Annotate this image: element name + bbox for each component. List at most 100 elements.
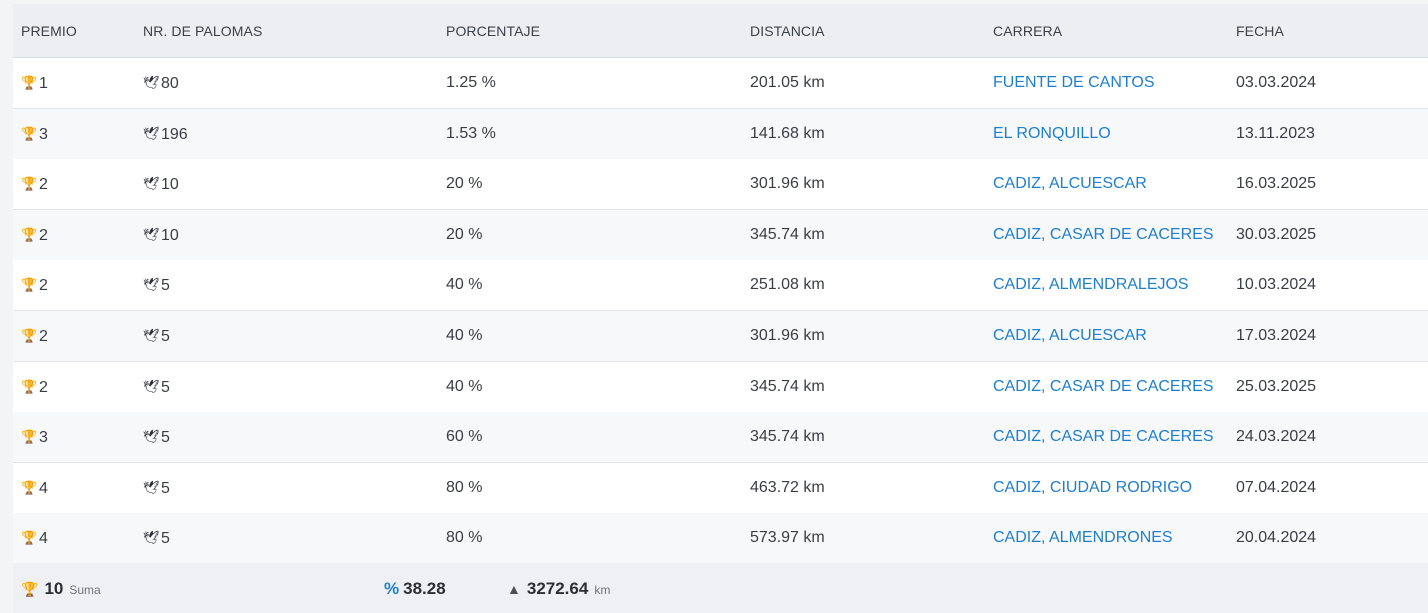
cell-distancia-text: 573.97 km: [750, 529, 825, 547]
header-premio[interactable]: PREMIO: [21, 23, 77, 39]
cell-palomas-text: 10: [161, 226, 179, 244]
cell-fecha-text: 07.04.2024: [1236, 478, 1317, 496]
cell-carrera-link[interactable]: CADIZ, CASAR DE CACERES: [993, 226, 1213, 244]
cell-distancia: 301.96 km: [750, 175, 825, 193]
header-distancia[interactable]: DISTANCIA: [750, 23, 825, 39]
cell-fecha-text: 13.11.2023: [1236, 124, 1315, 142]
cell-fecha-text: 30.03.2025: [1236, 225, 1317, 243]
cell-premio-text: 4: [39, 479, 48, 497]
trophy-icon: 🏆: [21, 581, 39, 597]
cell-carrera-link[interactable]: CADIZ, ALMENDRONES: [993, 529, 1173, 547]
cell-porcentaje-text: 20 %: [446, 175, 483, 193]
cell-palomas: 🕊10: [143, 226, 179, 245]
cell-carrera-link-text: CADIZ, CASAR DE CACERES: [993, 225, 1214, 243]
cell-porcentaje-text: 1.53 %: [446, 124, 496, 142]
cell-premio-text: 2: [39, 378, 48, 396]
trophy-icon: 🏆: [21, 176, 38, 192]
cell-carrera-link[interactable]: CADIZ, CASAR DE CACERES: [993, 428, 1213, 446]
pigeon-icon: 🕊: [143, 378, 160, 394]
cell-carrera-link[interactable]: CADIZ, ALCUESCAR: [993, 327, 1147, 345]
cell-porcentaje-text: 60 %: [446, 428, 483, 446]
cell-premio-text: 1: [39, 75, 48, 92]
cell-fecha-text: 24.03.2024: [1236, 428, 1317, 446]
cell-porcentaje-text: 40 %: [446, 377, 483, 395]
cell-carrera-link-text: CADIZ, ALCUESCAR: [993, 327, 1147, 344]
cell-porcentaje-text: 40 %: [446, 327, 483, 344]
results-table: PREMIO NR. DE PALOMAS PORCENTAJE DISTANC…: [13, 4, 1428, 613]
cell-fecha: 03.03.2024: [1236, 74, 1316, 92]
premios-total-value: 10: [44, 579, 64, 598]
trophy-icon: 🏆: [21, 277, 38, 293]
cell-carrera-link-text: CADIZ, CASAR DE CACERES: [993, 428, 1214, 446]
pigeon-icon: 🕊: [143, 176, 160, 192]
table-row: 🏆 2 🕊5 40 % 301.96 km CADIZ, ALCUESCAR 17.03.2…: [13, 311, 1428, 362]
table-row: 🏆 2 🕊10 20 % 345.74 km CADIZ, CASAR DE CACERE…: [13, 209, 1428, 261]
cell-carrera-link-text: FUENTE DE CANTOS: [993, 74, 1155, 91]
cell-distancia: 251.08 km: [750, 276, 825, 294]
cell-premio-text: 3: [39, 125, 48, 143]
cell-premio: 🏆 2: [21, 175, 48, 194]
header-carrera[interactable]: CARRERA: [993, 23, 1063, 39]
cell-porcentaje: 1.25 %: [446, 74, 496, 92]
cell-distancia-text: 301.96 km: [750, 327, 825, 344]
cell-distancia: 345.74 km: [750, 378, 825, 396]
cell-premio-text: 3: [39, 429, 48, 447]
table-row: 🏆 4 🕊5 80 % 463.72 km CADIZ, CIUDAD RODRIGO 07…: [13, 462, 1428, 514]
cell-fecha-text: 17.03.2024: [1236, 327, 1317, 344]
header-nr-palomas[interactable]: NR. DE PALOMAS: [143, 23, 263, 39]
header-fecha[interactable]: FECHA: [1236, 23, 1284, 39]
header-porcentaje[interactable]: PORCENTAJE: [446, 23, 541, 39]
cell-distancia: 345.74 km: [750, 428, 825, 446]
cell-fecha: 13.11.2023: [1236, 125, 1315, 143]
trophy-icon: 🏆: [21, 125, 38, 141]
cell-palomas: 🕊5: [143, 479, 170, 498]
cell-porcentaje-text: 1.25 %: [446, 74, 496, 91]
footer-porcentaje-total: % 38.28: [384, 580, 446, 599]
cell-distancia: 301.96 km: [750, 327, 825, 345]
cell-palomas-text: 80: [161, 75, 179, 92]
cell-palomas-text: 5: [161, 479, 170, 497]
cell-palomas: 🕊5: [143, 428, 170, 447]
cell-porcentaje-text: 40 %: [446, 276, 483, 294]
cell-distancia-text: 141.68 km: [750, 124, 825, 142]
cell-carrera-link[interactable]: CADIZ, ALCUESCAR: [993, 175, 1147, 193]
cell-carrera-link[interactable]: CADIZ, ALMENDRALEJOS: [993, 276, 1189, 294]
pigeon-icon: 🕊: [143, 125, 160, 141]
pigeon-icon: 🕊: [143, 479, 160, 495]
cell-distancia: 201.05 km: [750, 74, 825, 92]
pigeon-icon: 🕊: [143, 277, 160, 293]
table-row: 🏆 3 🕊196 1.53 % 141.68 km EL RONQUILLO 13.11.2…: [13, 108, 1428, 160]
cell-palomas-text: 5: [161, 277, 170, 295]
cell-carrera-link[interactable]: CADIZ, CIUDAD RODRIGO: [993, 479, 1192, 497]
pigeon-icon: 🕊: [143, 429, 160, 445]
road-icon: ▲: [507, 581, 521, 597]
cell-fecha: 24.03.2024: [1236, 428, 1316, 446]
cell-palomas-text: 5: [161, 429, 170, 447]
porcentaje-total-value: 38.28: [403, 579, 446, 598]
cell-distancia: 141.68 km: [750, 125, 825, 143]
cell-carrera-link-text: CADIZ, ALMENDRALEJOS: [993, 276, 1189, 294]
cell-porcentaje: 40 %: [446, 378, 482, 396]
cell-premio: 🏆 2: [21, 276, 48, 295]
cell-porcentaje: 60 %: [446, 428, 482, 446]
cell-premio-text: 2: [39, 328, 48, 345]
footer-premios-total: 🏆 10 Suma: [21, 580, 101, 599]
cell-porcentaje: 40 %: [446, 327, 482, 345]
table-row: 🏆 2 🕊10 20 % 301.96 km CADIZ, ALCUESCAR 16.03.…: [13, 159, 1428, 211]
cell-palomas: 🕊196: [143, 125, 188, 144]
cell-carrera-link[interactable]: FUENTE DE CANTOS: [993, 74, 1155, 92]
cell-carrera-link[interactable]: CADIZ, CASAR DE CACERES: [993, 378, 1213, 396]
cell-carrera-link-text: CADIZ, ALMENDRONES: [993, 529, 1173, 547]
distancia-total-value: 3272.64: [526, 579, 589, 598]
cell-fecha-text: 10.03.2024: [1236, 276, 1317, 294]
cell-fecha: 30.03.2025: [1236, 226, 1316, 244]
pigeon-icon: 🕊: [143, 75, 160, 90]
cell-porcentaje: 80 %: [446, 529, 482, 547]
cell-porcentaje: 40 %: [446, 276, 482, 294]
cell-fecha-text: 16.03.2025: [1236, 175, 1317, 193]
cell-carrera-link[interactable]: EL RONQUILLO: [993, 125, 1111, 143]
cell-porcentaje-text: 80 %: [446, 529, 483, 547]
cell-palomas: 🕊5: [143, 276, 170, 295]
cell-fecha-text: 20.04.2024: [1236, 529, 1317, 547]
